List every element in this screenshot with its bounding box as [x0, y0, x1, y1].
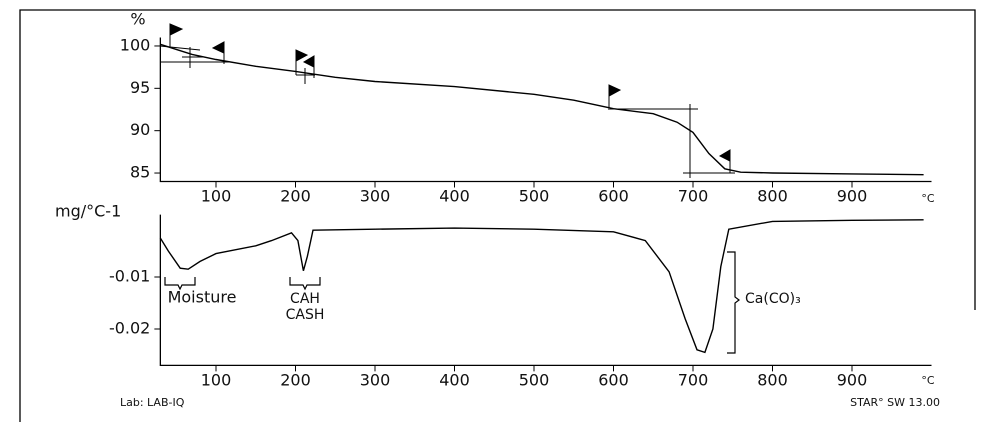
x-tick-label: 400	[439, 371, 470, 390]
data-line	[159, 219, 924, 354]
y-tick-label: 85	[130, 163, 150, 182]
x-tick-label: 900	[837, 187, 868, 206]
x-tick-label: 100	[201, 187, 232, 206]
x-tick-label: 800	[757, 187, 788, 206]
flags	[169, 23, 731, 173]
evaluation-lines	[159, 45, 735, 178]
y-unit: %	[130, 10, 145, 29]
x-unit: °C	[921, 374, 935, 387]
x-tick-label: 600	[598, 187, 629, 206]
y-tick-label: 100	[120, 35, 151, 54]
x-tick-label: 300	[360, 187, 391, 206]
x-tick-label: 700	[678, 371, 709, 390]
frame	[19, 9, 976, 422]
y-tick-label: -0.01	[109, 267, 150, 286]
annotation: CASH	[286, 307, 325, 323]
brackets	[164, 251, 740, 354]
x-tick-label: 200	[280, 187, 311, 206]
x-tick-label: 800	[757, 371, 788, 390]
data-line	[160, 43, 924, 176]
y-tick-label: 95	[130, 78, 150, 97]
x-tick-label: 900	[837, 371, 868, 390]
footer-lab: Lab: LAB-IQ	[120, 396, 185, 409]
axis	[159, 214, 932, 367]
annotation: Moisture	[168, 288, 237, 307]
x-tick-label: 400	[439, 187, 470, 206]
y-tick-label: -0.02	[109, 319, 150, 338]
x-unit: °C	[921, 192, 935, 205]
y-unit: mg/°C-1	[55, 202, 121, 221]
annotation: Ca(CO)₃	[745, 291, 801, 307]
x-tick-label: 300	[360, 371, 391, 390]
y-tick-label: 90	[130, 120, 150, 139]
axis	[159, 37, 932, 183]
footer-software: STAR° SW 13.00	[850, 396, 940, 409]
x-tick-label: 700	[678, 187, 709, 206]
x-tick-label: 500	[519, 371, 550, 390]
x-tick-label: 100	[201, 371, 232, 390]
x-tick-label: 200	[280, 371, 311, 390]
x-tick-label: 500	[519, 187, 550, 206]
x-tick-label: 600	[598, 371, 629, 390]
annotation: CAH	[290, 291, 320, 307]
